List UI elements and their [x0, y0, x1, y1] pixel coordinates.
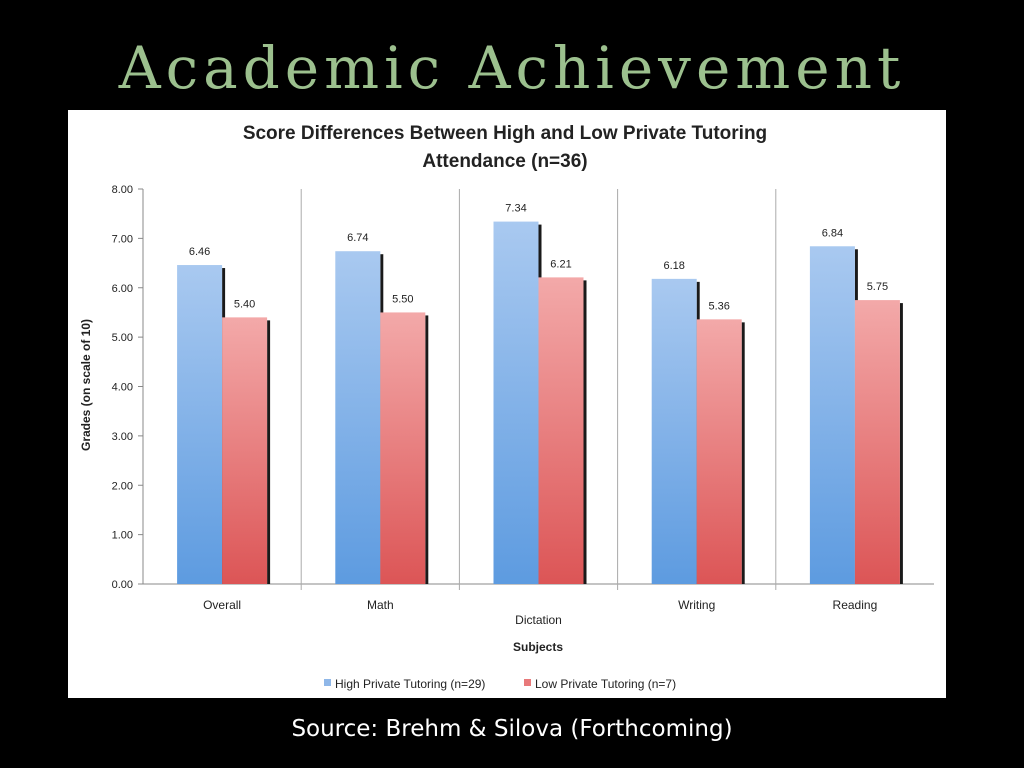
bar-low-tutoring [380, 312, 426, 584]
value-label-low: 6.21 [550, 258, 571, 270]
bar-high-tutoring [809, 246, 855, 584]
x-axis-title: Subjects [513, 640, 563, 654]
value-label-low: 5.75 [867, 281, 888, 293]
y-tick-label: 1.00 [112, 530, 133, 542]
x-category-label: Overall [203, 598, 241, 612]
chart-panel: Score Differences Between High and Low P… [68, 110, 946, 698]
bar-low-tutoring-shadow [741, 322, 745, 584]
legend-label-low: Low Private Tutoring (n=7) [535, 677, 676, 691]
y-tick-label: 8.00 [112, 184, 133, 196]
value-label-low: 5.40 [234, 298, 255, 310]
x-category-label: Dictation [515, 613, 562, 627]
value-label-high: 6.46 [189, 246, 210, 258]
bar-high-tutoring [177, 265, 223, 584]
y-tick-label: 3.00 [112, 431, 133, 443]
chart-title-line-1: Score Differences Between High and Low P… [243, 123, 767, 144]
chart-title-line-2: Attendance (n=36) [422, 151, 587, 172]
chart-legend: High Private Tutoring (n=29) Low Private… [324, 677, 676, 691]
bar-low-tutoring-shadow [425, 315, 429, 584]
value-label-low: 5.36 [708, 300, 729, 312]
bar-low-tutoring-shadow [583, 280, 587, 584]
value-label-high: 6.18 [663, 260, 684, 272]
bar-low-tutoring-shadow [899, 303, 903, 584]
y-tick-label: 7.00 [112, 233, 133, 245]
x-category-label: Math [367, 598, 394, 612]
legend-swatch-high [324, 679, 331, 686]
value-label-low: 5.50 [392, 293, 413, 305]
source-citation: Source: Brehm & Silova (Forthcoming) [291, 716, 733, 742]
y-tick-label: 2.00 [112, 480, 133, 492]
y-tick-label: 0.00 [112, 579, 133, 591]
bar-low-tutoring [222, 317, 268, 584]
x-category-label: Reading [833, 598, 878, 612]
value-label-high: 6.84 [822, 227, 843, 239]
bar-low-tutoring [854, 300, 900, 584]
bar-high-tutoring [651, 278, 697, 584]
legend-swatch-low [524, 679, 531, 686]
y-tick-label: 6.00 [112, 283, 133, 295]
legend-label-high: High Private Tutoring (n=29) [335, 677, 485, 691]
slide-title: Academic Achievement [118, 34, 906, 102]
y-tick-label: 4.00 [112, 382, 133, 394]
y-tick-label: 5.00 [112, 332, 133, 344]
bar-chart: Score Differences Between High and Low P… [79, 123, 934, 691]
y-axis-title: Grades (on scale of 10) [79, 319, 93, 451]
plot-area: 0.00 1.00 2.00 3.00 4.00 5.00 6.00 7.00 8.00 6.46… [112, 184, 934, 627]
bar-low-tutoring-shadow [267, 320, 271, 584]
value-label-high: 7.34 [505, 203, 526, 215]
x-category-label: Writing [678, 598, 715, 612]
bar-low-tutoring [696, 319, 742, 584]
bar-high-tutoring [493, 221, 539, 584]
bar-low-tutoring [538, 277, 584, 584]
bar-high-tutoring [335, 251, 381, 584]
value-label-high: 6.74 [347, 232, 368, 244]
